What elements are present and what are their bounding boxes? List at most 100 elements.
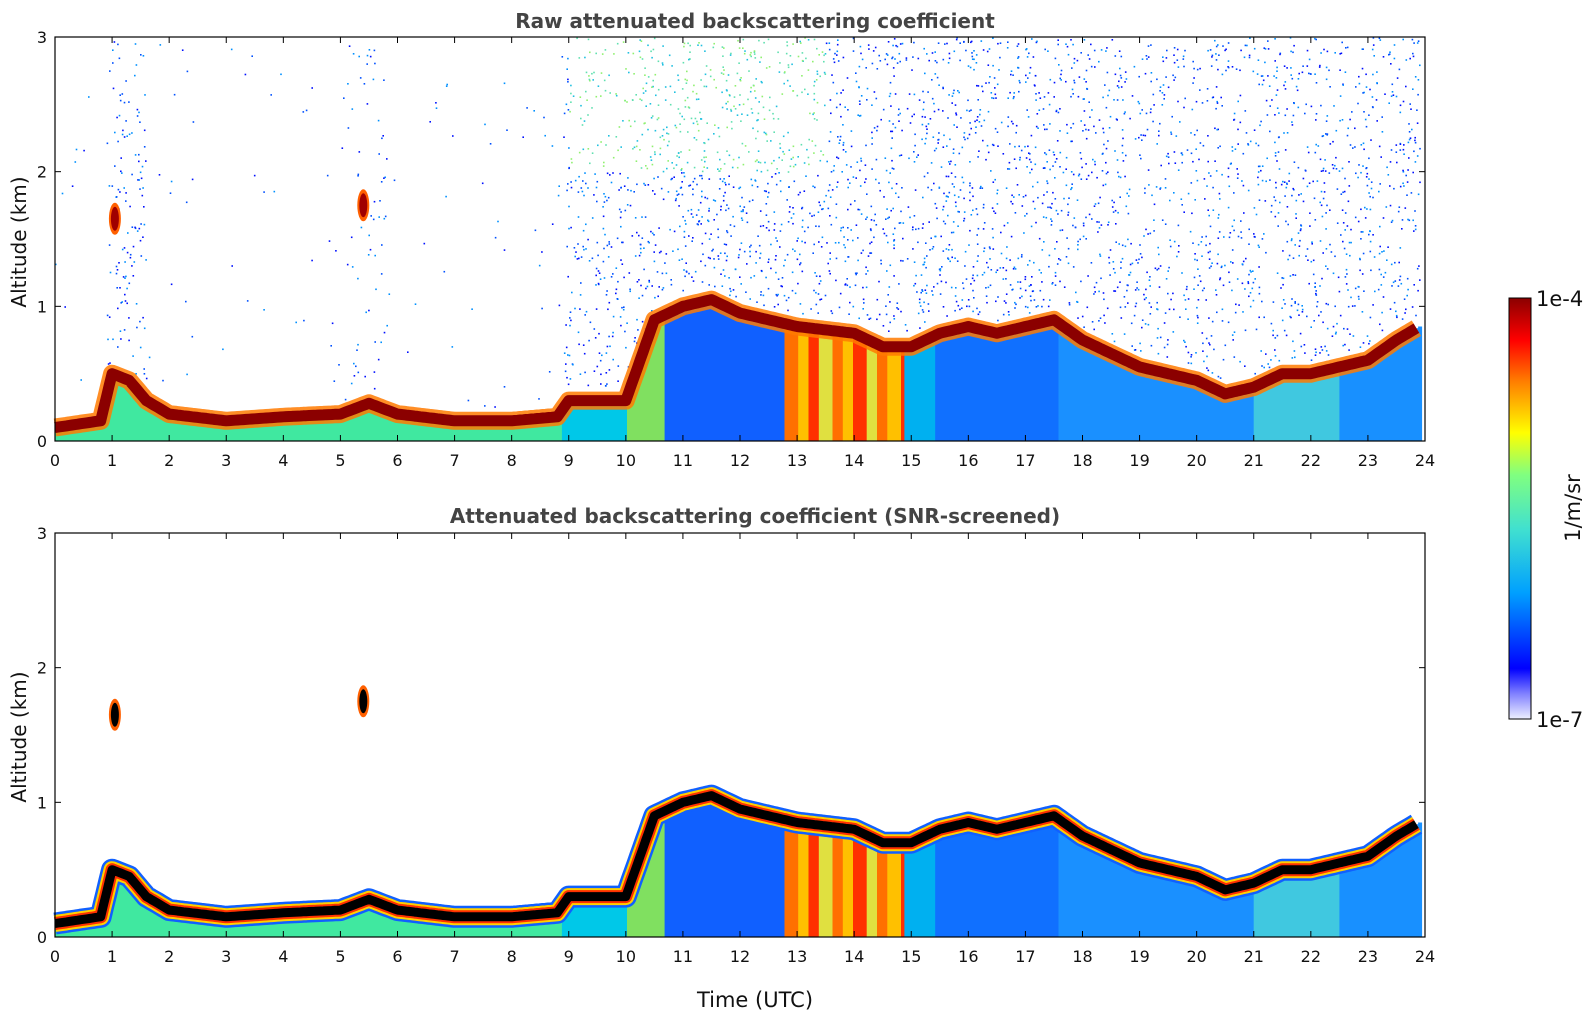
noise-pixel [1099,253,1101,256]
noise-pixel [653,251,655,253]
noise-pixel [782,135,785,138]
noise-pixel [681,168,683,170]
noise-pixel [1083,98,1085,100]
noise-pixel [1257,176,1259,179]
noise-pixel [936,76,939,79]
noise-pixel [1009,284,1012,286]
noise-pixel [827,189,830,192]
noise-pixel [876,318,878,321]
backscatter-column [1178,872,1183,937]
noise-pixel [1097,231,1099,233]
backscatter-column [561,407,566,441]
noise-pixel [1261,165,1264,167]
noise-pixel [1124,71,1127,73]
noise-pixel [382,135,384,137]
noise-pixel [640,99,643,102]
backscatter-column [801,327,806,441]
noise-pixel [677,108,680,110]
backscatter-column [777,818,782,937]
noise-pixel [1233,192,1235,194]
noise-pixel [804,37,806,39]
backscatter-column [531,914,536,937]
noise-pixel [878,313,881,316]
noise-pixel [842,226,844,229]
noise-pixel [1342,344,1344,347]
noise-pixel [1038,109,1041,111]
noise-pixel [1340,193,1343,195]
noise-pixel [1405,308,1407,311]
noise-pixel [824,53,827,55]
noise-pixel [1036,40,1038,43]
backscatter-column [431,418,436,441]
noise-pixel [1145,55,1148,57]
noise-pixel [615,93,617,95]
backscatter-column [794,326,799,441]
noise-pixel [971,58,974,60]
noise-pixel [1390,221,1393,223]
noise-pixel [1417,40,1420,42]
noise-pixel [1276,160,1278,162]
noise-pixel [138,111,140,114]
noise-pixel [598,352,601,354]
noise-pixel [870,241,873,243]
noise-pixel [593,328,596,330]
noise-pixel [880,118,882,121]
backscatter-column [729,309,734,441]
noise-pixel [712,46,715,49]
noise-pixel [1060,209,1063,212]
noise-pixel [1005,278,1007,280]
noise-pixel [1282,180,1284,183]
noise-pixel [691,276,693,278]
noise-pixel [1125,154,1127,157]
noise-pixel [1257,59,1260,61]
noise-pixel [1365,73,1367,76]
noise-pixel [645,165,647,167]
backscatter-column [705,300,710,441]
noise-pixel [1290,74,1292,76]
noise-pixel [1003,300,1006,302]
backscatter-column [390,908,395,937]
noise-pixel [908,93,911,95]
noise-pixel [916,291,918,293]
noise-pixel [1091,321,1094,323]
noise-pixel [1322,169,1324,172]
noise-pixel [961,146,964,149]
noise-pixel [815,303,818,306]
noise-pixel [661,62,664,64]
noise-pixel [1116,159,1119,161]
noise-pixel [503,249,506,251]
noise-pixel [1349,333,1351,335]
noise-pixel [732,186,735,188]
noise-pixel [1233,112,1236,115]
backscatter-column [1164,373,1169,441]
noise-pixel [913,113,915,116]
noise-pixel [1127,212,1130,215]
noise-pixel [1257,165,1260,168]
noise-pixel [1307,151,1310,154]
backscatter-column [1339,862,1344,937]
backscatter-column [829,330,834,441]
backscatter-column [962,823,967,937]
noise-pixel [946,42,948,45]
backscatter-column [366,899,371,937]
noise-pixel [1094,203,1097,205]
noise-pixel [768,258,770,261]
noise-pixel [959,308,961,311]
noise-pixel [1021,295,1023,298]
noise-pixel [661,272,664,275]
noise-pixel [1143,293,1145,296]
noise-pixel [1088,58,1091,60]
noise-pixel [1369,208,1372,211]
noise-pixel [330,345,332,347]
noise-pixel [726,231,729,234]
noise-pixel [743,52,746,55]
noise-pixel [763,41,765,44]
noise-pixel [393,179,396,182]
noise-pixel [907,206,910,208]
backscatter-column [1240,390,1244,441]
noise-pixel [1325,265,1327,267]
noise-pixel [1415,314,1417,317]
noise-pixel [836,54,838,56]
noise-pixel [1141,326,1143,329]
noise-pixel [885,305,887,307]
